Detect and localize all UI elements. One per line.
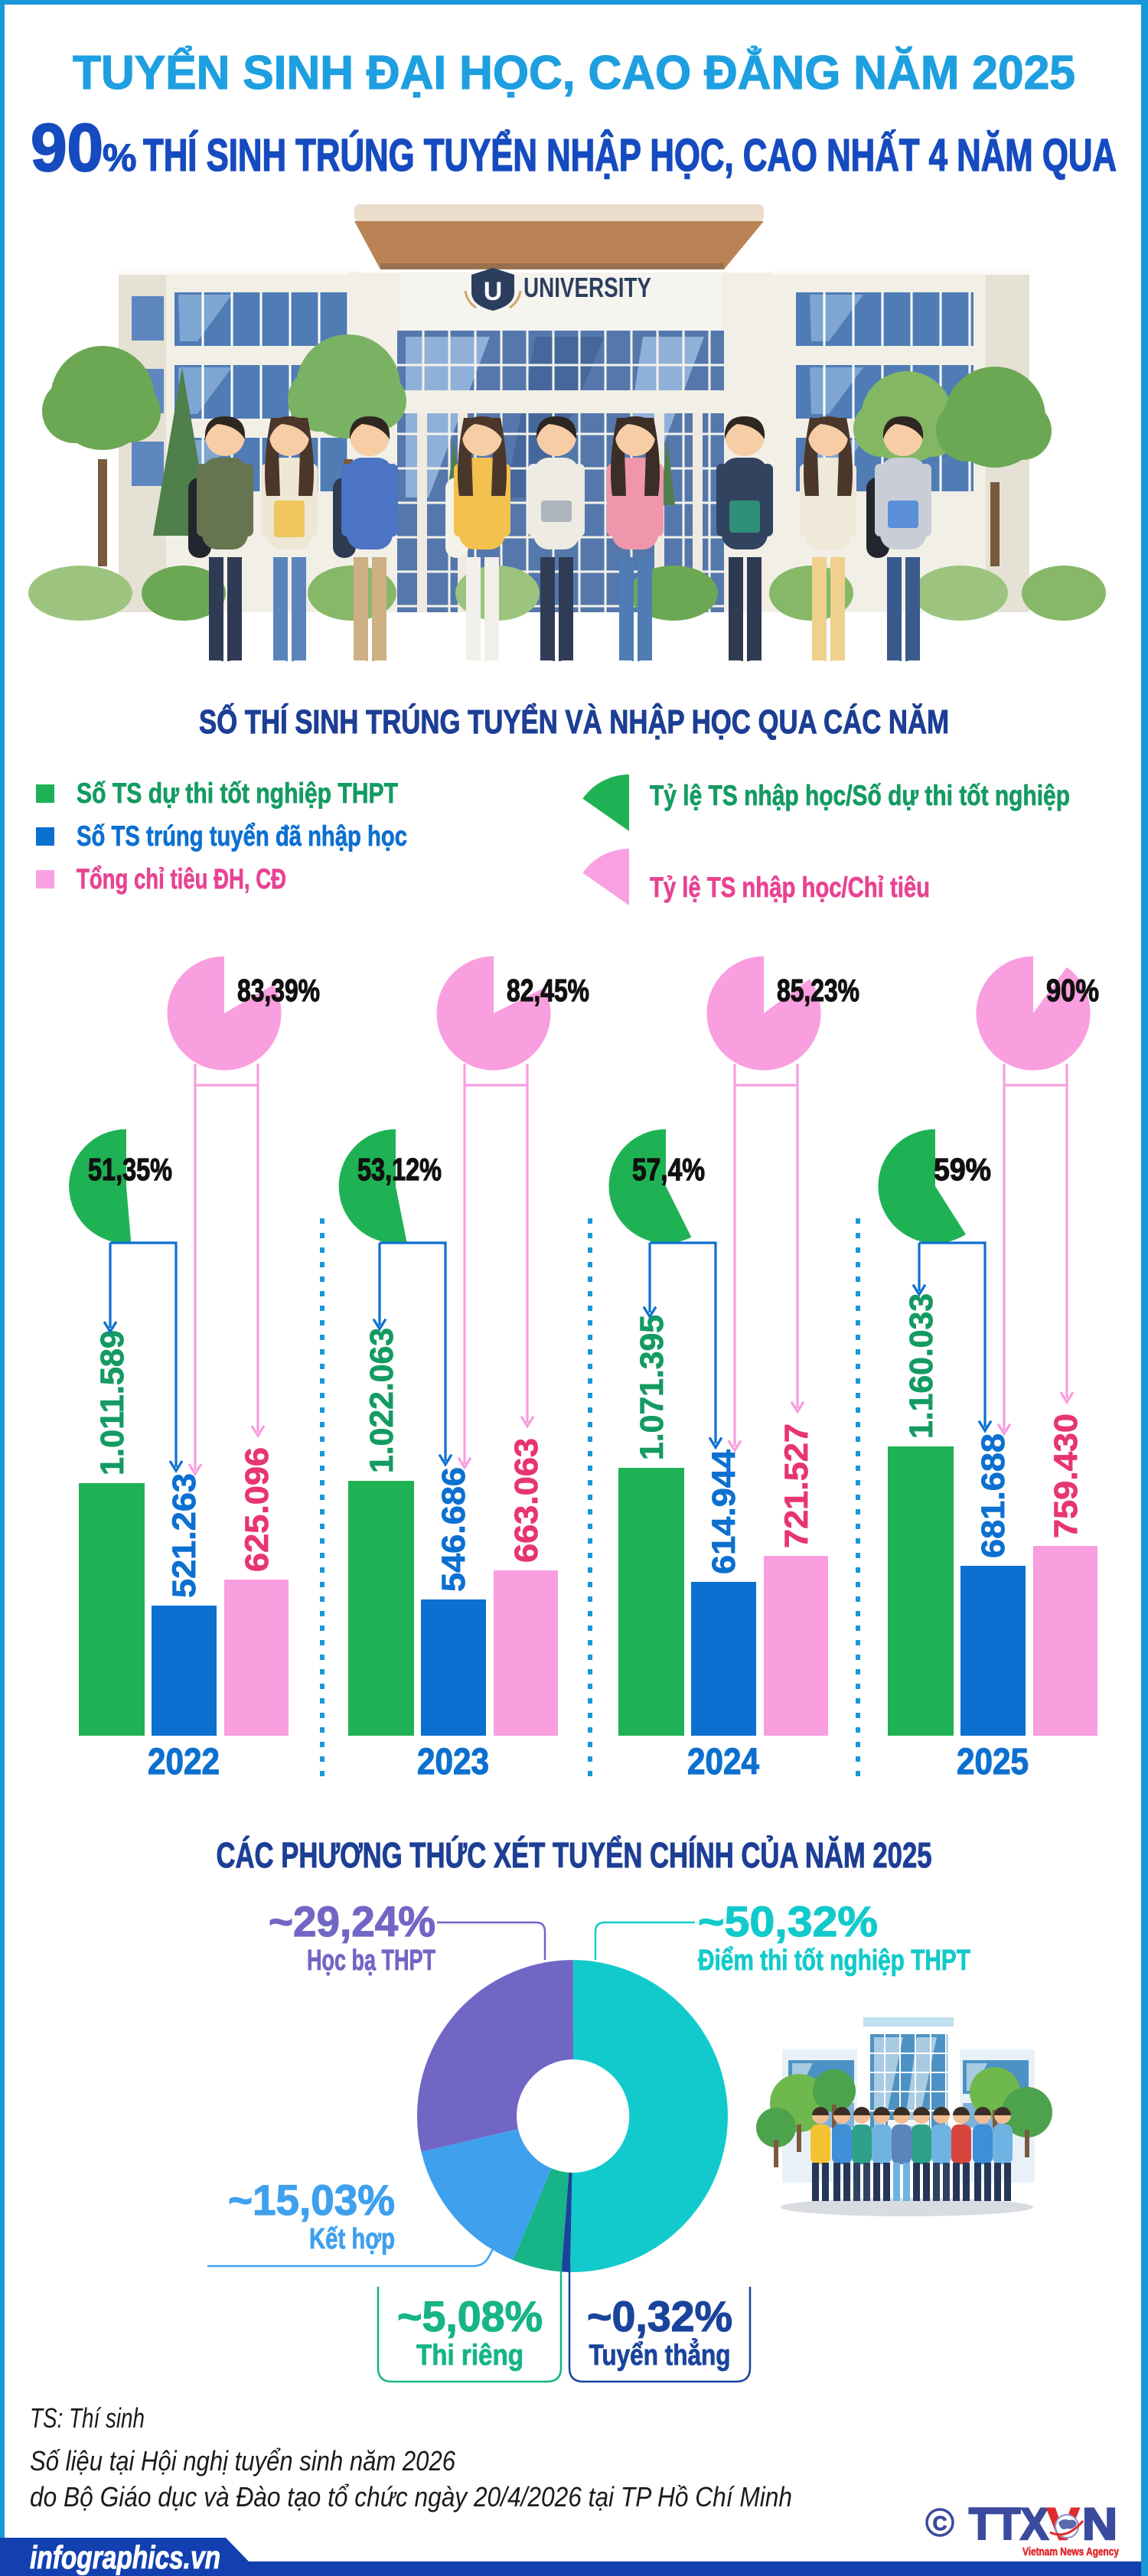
svg-text:625.096: 625.096 [239,1447,276,1572]
svg-text:do Bộ Giáo dục và Đào tạo tổ c: do Bộ Giáo dục và Đào tạo tổ chức ngày 2… [30,2481,792,2512]
svg-text:2024: 2024 [687,1742,759,1782]
svg-text:Tuyển thẳng: Tuyển thẳng [589,2337,731,2372]
svg-text:Số TS dự thi tốt nghiệp THPT: Số TS dự thi tốt nghiệp THPT [77,778,398,809]
svg-text:2023: 2023 [417,1742,489,1782]
svg-text:Thi riêng: Thi riêng [416,2340,523,2372]
svg-text:~15,03%: ~15,03% [228,2176,395,2224]
svg-text:Điểm thi tốt nghiệp THPT: Điểm thi tốt nghiệp THPT [698,1945,970,1977]
svg-text:~50,32%: ~50,32% [698,1897,878,1945]
svg-text:57,4%: 57,4% [632,1152,705,1187]
svg-text:1.071.395: 1.071.395 [634,1315,670,1460]
svg-text:83,39%: 83,39% [237,973,320,1008]
svg-text:1.011.589: 1.011.589 [94,1330,131,1475]
svg-text:THÍ SINH TRÚNG TUYỂN NHẬP HỌC,: THÍ SINH TRÚNG TUYỂN NHẬP HỌC, CAO NHẤT … [143,129,1117,181]
svg-text:~0,32%: ~0,32% [587,2292,732,2340]
svg-text:N: N [1082,2499,1117,2549]
svg-text:53,12%: 53,12% [357,1152,442,1187]
svg-text:infographics.vn: infographics.vn [30,2539,220,2575]
svg-text:521.263: 521.263 [166,1473,203,1598]
svg-text:~29,24%: ~29,24% [269,1897,435,1945]
svg-text:2022: 2022 [148,1742,220,1782]
svg-text:Tổng chỉ tiêu ĐH, CĐ: Tổng chỉ tiêu ĐH, CĐ [77,863,286,895]
svg-text:Số TS trúng tuyển đã nhập học: Số TS trúng tuyển đã nhập học [77,820,407,852]
svg-text:546.686: 546.686 [435,1467,472,1592]
svg-text:CÁC PHƯƠNG THỨC XÉT TUYỂN CHÍN: CÁC PHƯƠNG THỨC XÉT TUYỂN CHÍNH CỦA NĂM … [217,1835,932,1875]
svg-text:Học bạ THPT: Học bạ THPT [307,1945,435,1977]
svg-text:Tỷ lệ TS nhập học/Số dự thi tố: Tỷ lệ TS nhập học/Số dự thi tốt nghiệp [650,780,1070,811]
svg-text:681.688: 681.688 [975,1433,1012,1558]
svg-text:TS: Thí sinh: TS: Thí sinh [30,2402,145,2434]
svg-text:90%: 90% [1046,973,1099,1008]
svg-text:51,35%: 51,35% [88,1152,172,1187]
svg-text:UNIVERSITY: UNIVERSITY [523,272,651,303]
svg-text:C: C [933,2512,947,2535]
svg-text:759.430: 759.430 [1048,1414,1084,1538]
svg-text:TTX: TTX [969,2499,1049,2549]
svg-text:2025: 2025 [957,1742,1029,1782]
svg-text:82,45%: 82,45% [507,973,589,1008]
svg-text:1.160.033: 1.160.033 [903,1293,940,1439]
svg-text:Vietnam News Agency: Vietnam News Agency [1022,2545,1120,2558]
svg-text:663.063: 663.063 [508,1438,545,1563]
svg-text:U: U [484,277,503,306]
svg-text:59%: 59% [934,1152,991,1187]
svg-text:%: % [103,136,136,179]
svg-text:1.022.063: 1.022.063 [364,1328,400,1473]
svg-text:TUYỂN SINH ĐẠI HỌC, CAO ĐẲNG N: TUYỂN SINH ĐẠI HỌC, CAO ĐẲNG NĂM 2025 [73,47,1075,99]
svg-text:Tỷ lệ TS nhập học/Chỉ tiêu: Tỷ lệ TS nhập học/Chỉ tiêu [650,872,930,903]
svg-text:Số liệu tại Hội nghị tuyển sin: Số liệu tại Hội nghị tuyển sinh năm 2026 [30,2445,456,2477]
svg-text:85,23%: 85,23% [777,973,859,1008]
svg-text:Kết hợp: Kết hợp [309,2223,395,2255]
svg-text:721.527: 721.527 [778,1423,815,1548]
svg-text:90: 90 [31,109,103,185]
svg-text:614.944: 614.944 [706,1449,742,1574]
svg-text:~5,08%: ~5,08% [397,2292,543,2340]
svg-text:SỐ THÍ SINH TRÚNG TUYỂN VÀ NHẬ: SỐ THÍ SINH TRÚNG TUYỂN VÀ NHẬP HỌC QUA … [199,702,949,741]
